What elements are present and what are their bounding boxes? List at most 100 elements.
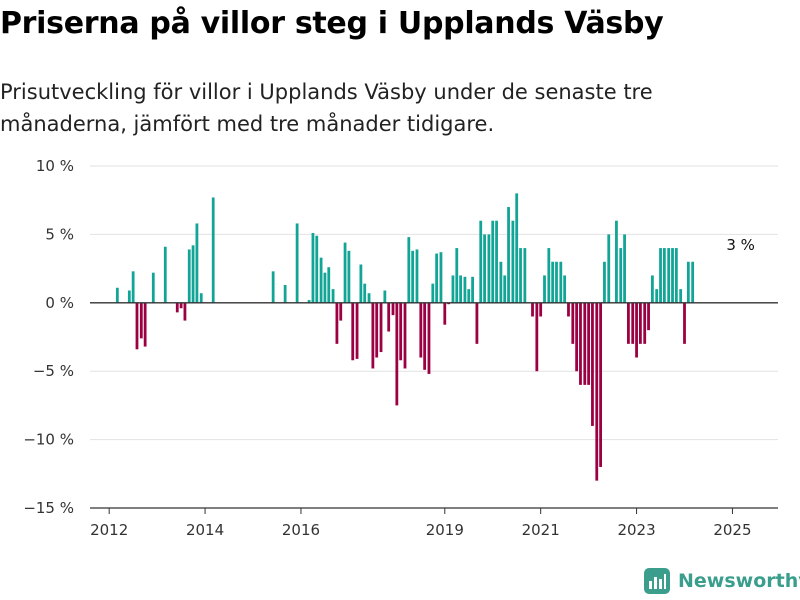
x-tick-label: 2014 <box>186 521 224 539</box>
bar <box>319 257 323 303</box>
x-tick-label: 2023 <box>617 521 655 539</box>
bar <box>531 302 534 317</box>
bar <box>283 285 287 303</box>
y-tick-label: −10 % <box>23 431 74 449</box>
grid-lines <box>90 165 778 509</box>
bar <box>455 248 459 303</box>
bar <box>359 264 363 303</box>
bar <box>639 302 642 344</box>
bar <box>451 275 455 303</box>
brand-footer: Newsworthy <box>644 568 800 594</box>
bar <box>339 302 343 321</box>
bar <box>115 287 119 303</box>
bar <box>407 237 411 303</box>
bar <box>650 275 654 303</box>
bar <box>563 275 567 303</box>
bar <box>331 289 335 303</box>
bar <box>419 302 423 358</box>
bar <box>307 300 311 303</box>
bar <box>615 220 618 303</box>
bar <box>686 261 690 303</box>
bar <box>363 283 367 303</box>
bar <box>163 246 167 303</box>
bar <box>383 290 387 303</box>
x-tick-label: 2019 <box>426 521 464 539</box>
bar <box>195 223 199 303</box>
bar <box>655 289 659 303</box>
bar <box>523 248 527 303</box>
bar <box>643 302 647 344</box>
bar <box>567 302 570 317</box>
bar <box>631 302 635 344</box>
bar <box>327 267 331 303</box>
bar <box>547 248 551 303</box>
bar <box>191 245 195 303</box>
bar <box>583 302 587 385</box>
bar <box>131 271 135 303</box>
bar <box>623 234 626 303</box>
axes: 10 % 5 % 0 % −5 % −10 % −15 % 2012 2014 2016 2019… <box>23 157 778 539</box>
bar <box>403 302 407 369</box>
y-tick-label: −5 % <box>33 362 74 380</box>
bar <box>515 193 519 303</box>
bar <box>311 233 315 303</box>
bar <box>395 302 399 406</box>
bar <box>503 275 507 303</box>
bar <box>179 302 183 309</box>
bar <box>659 248 662 303</box>
bar <box>535 302 539 372</box>
bar <box>347 250 351 303</box>
bar <box>475 302 479 344</box>
bar <box>487 234 491 303</box>
bar <box>143 302 147 347</box>
bar <box>571 302 575 344</box>
bar <box>507 207 510 303</box>
bar <box>135 302 139 350</box>
y-tick-label: 0 % <box>45 294 74 312</box>
bar <box>683 302 686 344</box>
bar <box>399 302 403 361</box>
bar <box>335 302 339 344</box>
bar <box>459 275 463 303</box>
bar <box>647 302 650 331</box>
bar <box>427 302 431 374</box>
bar <box>127 290 131 303</box>
bar-chart: 10 % 5 % 0 % −5 % −10 % −15 % 2012 2014 2016 2019… <box>23 157 778 539</box>
bar <box>495 220 498 303</box>
x-tick-label: 2021 <box>522 521 560 539</box>
bar <box>139 302 143 339</box>
bar <box>343 242 347 303</box>
bar <box>411 250 415 303</box>
bar <box>551 261 555 303</box>
brand-name: Newsworthy <box>678 570 800 592</box>
bar <box>539 302 543 317</box>
bar <box>519 248 522 303</box>
y-tick-label: 5 % <box>45 225 74 243</box>
chart-title: Priserna på villor steg i Upplands Väsby <box>0 6 664 41</box>
y-tick-label: 10 % <box>36 157 74 175</box>
bar <box>662 248 666 303</box>
bar <box>619 248 623 303</box>
bar <box>431 283 435 303</box>
bar <box>463 276 467 303</box>
bar <box>587 302 591 385</box>
bar <box>559 261 563 303</box>
x-tick-label: 2025 <box>713 521 751 539</box>
bar <box>543 275 546 303</box>
bar <box>635 302 638 358</box>
bar <box>674 248 678 303</box>
bar <box>627 302 630 344</box>
bar <box>211 197 215 303</box>
bar <box>199 293 203 303</box>
bar <box>443 302 447 325</box>
bar <box>471 276 474 303</box>
bar <box>499 261 503 303</box>
bar <box>667 248 671 303</box>
bar <box>183 302 187 321</box>
bar <box>591 302 594 426</box>
bar <box>607 234 611 303</box>
bar <box>379 302 383 353</box>
bars <box>115 193 695 481</box>
bar <box>679 289 683 303</box>
bar <box>271 271 275 303</box>
